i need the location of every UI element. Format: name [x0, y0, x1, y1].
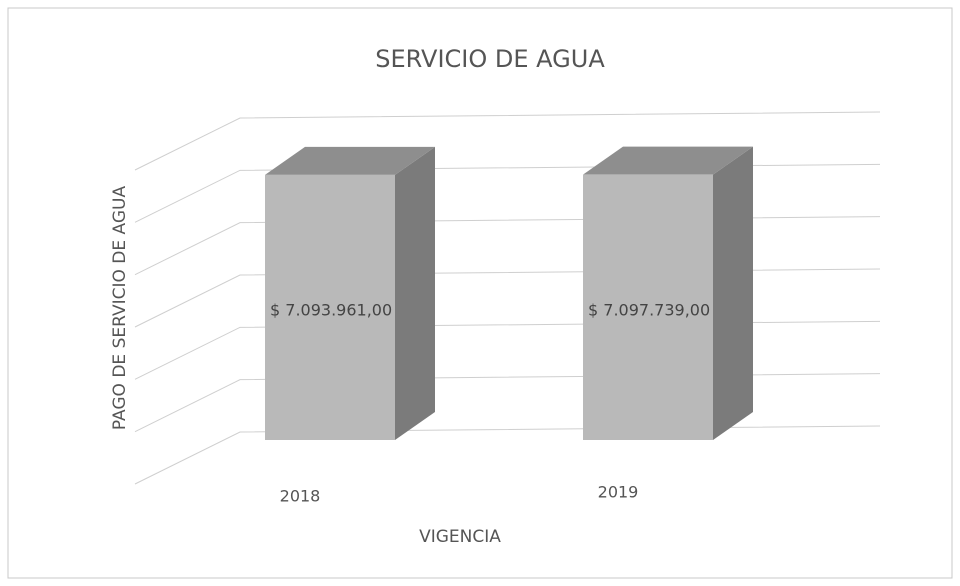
y-axis-label: PAGO DE SERVICIO DE AGUA	[110, 186, 130, 431]
data-label: $ 7.097.739,00	[588, 301, 710, 320]
chart-title: SERVICIO DE AGUA	[375, 45, 605, 73]
bar-side	[395, 146, 435, 440]
x-tick-label: 2018	[280, 487, 321, 506]
bar-3d	[265, 146, 435, 440]
bar-top	[265, 146, 435, 175]
grid	[134, 111, 881, 485]
bar-side	[713, 146, 753, 441]
bars: $ 7.093.961,00 $ 7.097.739,00	[265, 146, 753, 441]
bar	[265, 174, 395, 440]
bar-top	[583, 146, 753, 175]
x-tick-label: 2019	[598, 483, 639, 502]
grid-line	[134, 111, 881, 171]
chart-frame	[7, 7, 953, 579]
bar-3d	[583, 146, 753, 441]
x-axis-label: VIGENCIA	[419, 527, 501, 547]
bar	[583, 174, 713, 441]
data-label: $ 7.093.961,00	[270, 301, 392, 320]
